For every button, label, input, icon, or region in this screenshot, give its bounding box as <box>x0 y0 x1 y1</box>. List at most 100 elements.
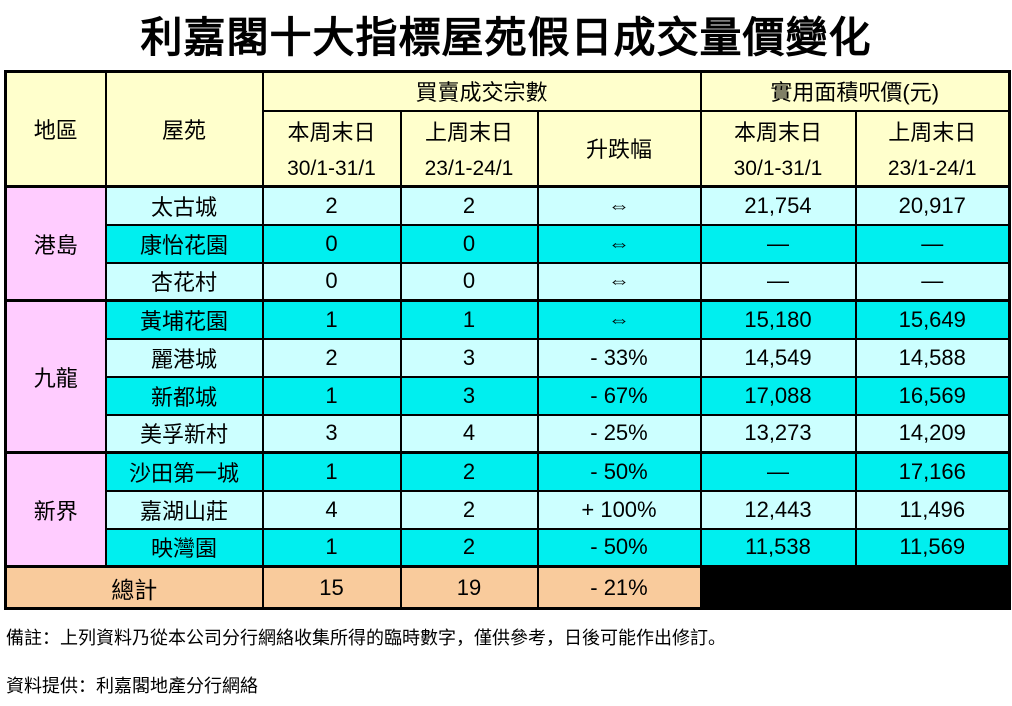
region-cell: 港島 <box>4 185 107 302</box>
deals-this-week: 3 <box>261 413 402 454</box>
estate-row: 麗港城 2 3- 33% 14,549 14,588 <box>6 337 1011 378</box>
deals-last-week: 0 <box>399 261 539 302</box>
price-this-week: 15,180 <box>699 299 857 340</box>
header-deals-last-week: 上周末日 23/1-24/1 <box>399 109 539 188</box>
header-price-this-week: 本周末日 30/1-31/1 <box>699 109 857 188</box>
deals-last-week: 3 <box>399 375 539 416</box>
estate-row: 九龍 黃埔花園 1 1 ⇔ 15,180 15,649 <box>4 299 1011 454</box>
price-this-week: 17,088 <box>699 375 857 416</box>
price-last-week: — <box>854 223 1011 264</box>
header-change: 升跌幅 <box>536 109 702 188</box>
deals-this-week: 0 <box>261 261 402 302</box>
estate-name: 沙田第一城 <box>104 451 264 492</box>
estate-name: 康怡花園 <box>104 223 264 264</box>
estate-row: 康怡花園 0 0 ⇔ — — <box>6 223 1011 264</box>
change-value: ⇔ <box>536 185 702 226</box>
total-price-blackout <box>699 565 1011 610</box>
change-value: ⇔ <box>536 299 702 340</box>
price-last-week: 11,569 <box>854 527 1011 568</box>
price-last-week: 15,649 <box>854 299 1011 340</box>
estate-name: 太古城 <box>104 185 264 226</box>
price-last-week: 14,588 <box>854 337 1011 378</box>
estate-name: 美孚新村 <box>104 413 264 454</box>
estate-row: 美孚新村 3 4- 25% 13,273 14,209 <box>6 413 1011 454</box>
price-this-week: 13,273 <box>699 413 857 454</box>
remark-note: 備註：上列資料乃從本公司分行網絡收集所得的臨時數字，僅供參考，日後可能作出修訂。 <box>6 628 726 648</box>
deals-this-week: 1 <box>261 375 402 416</box>
price-last-week: 11,496 <box>854 489 1011 530</box>
header-this-week-label: 本周末日 <box>733 120 822 146</box>
deals-this-week: 2 <box>261 185 402 226</box>
change-value: - 67% <box>536 375 702 416</box>
transactions-table: 地區 屋苑 買賣成交宗數 實用面積呎價(元) 本周末日 30/1-31/1 上周… <box>4 70 1011 610</box>
change-value: - 33% <box>536 337 702 378</box>
estate-row: 港島 太古城 2 2 ⇔ 21,754 20,917 <box>4 185 1011 302</box>
source-note: 資料提供：利嘉閣地產分行網絡 <box>6 676 258 696</box>
change-value: - 25% <box>536 413 702 454</box>
estate-name: 杏花村 <box>104 261 264 302</box>
header-last-week-dates: 23/1-24/1 <box>424 157 514 181</box>
deals-this-week: 0 <box>261 223 402 264</box>
deals-this-week: 1 <box>261 299 402 340</box>
total-label: 總計 <box>4 565 264 610</box>
deals-last-week: 0 <box>399 223 539 264</box>
region-cell: 九龍 <box>4 299 107 454</box>
change-value: - 50% <box>536 527 702 568</box>
total-row: 總計 15 19 - 21% <box>4 565 1011 610</box>
estate-name: 新都城 <box>104 375 264 416</box>
estate-row: 嘉湖山莊 4 2 + 100% 12,443 11,496 <box>6 489 1011 530</box>
estate-name: 麗港城 <box>104 337 264 378</box>
header-estate: 屋苑 <box>104 70 264 188</box>
change-value: ⇔ <box>536 223 702 264</box>
total-change: - 21% <box>536 565 702 610</box>
estate-name: 黃埔花園 <box>104 299 264 340</box>
change-value: - 50% <box>536 451 702 492</box>
deals-last-week: 1 <box>399 299 539 340</box>
deals-last-week: 2 <box>399 185 539 226</box>
estate-name: 映灣園 <box>104 527 264 568</box>
price-this-week: 21,754 <box>699 185 857 226</box>
header-last-week-dates: 23/1-24/1 <box>887 157 977 181</box>
deals-last-week: 3 <box>399 337 539 378</box>
table-header: 地區 屋苑 買賣成交宗數 實用面積呎價(元) 本周末日 30/1-31/1 上周… <box>4 70 1011 188</box>
page-title: 利嘉閣十大指標屋苑假日成交量價變化 <box>140 14 872 61</box>
estate-row: 新都城 1 3- 67% 17,088 16,569 <box>6 375 1011 416</box>
total-deals-this-week: 15 <box>261 565 402 610</box>
header-this-week-label: 本周末日 <box>287 120 376 146</box>
price-this-week: 14,549 <box>699 337 857 378</box>
price-last-week: — <box>854 261 1011 302</box>
deals-this-week: 2 <box>261 337 402 378</box>
footer-notes: 備註：上列資料乃從本公司分行網絡收集所得的臨時數字，僅供參考，日後可能作出修訂。… <box>6 624 1012 698</box>
deals-last-week: 2 <box>399 527 539 568</box>
deals-this-week: 1 <box>261 451 402 492</box>
header-this-week-dates: 30/1-31/1 <box>287 157 376 181</box>
table-body: 港島 太古城 2 2 ⇔ 21,754 20,917 康怡花園 0 0 ⇔ — — 杏花村 0 0 ⇔ — — 九龍黃… <box>4 185 1011 568</box>
header-last-week-label: 上周末日 <box>888 120 977 146</box>
header-price-group: 實用面積呎價(元) <box>699 70 1011 112</box>
change-value: ⇔ <box>536 261 702 302</box>
deals-this-week: 4 <box>261 489 402 530</box>
price-this-week: — <box>699 261 857 302</box>
header-region: 地區 <box>4 70 107 188</box>
header-sub-row: 本周末日 30/1-31/1 上周末日 23/1-24/1 升跌幅 本周末日 3… <box>6 109 1011 188</box>
estate-row: 杏花村 0 0 ⇔ — — <box>6 261 1011 302</box>
price-this-week: — <box>699 451 857 492</box>
estate-name: 嘉湖山莊 <box>104 489 264 530</box>
header-deals-group: 買賣成交宗數 <box>261 70 702 112</box>
price-this-week: — <box>699 223 857 264</box>
total-deals-last-week: 19 <box>399 565 539 610</box>
change-value: + 100% <box>536 489 702 530</box>
price-last-week: 17,166 <box>854 451 1011 492</box>
header-last-week-label: 上周末日 <box>424 120 513 146</box>
price-this-week: 11,538 <box>699 527 857 568</box>
header-group-row: 地區 屋苑 買賣成交宗數 實用面積呎價(元) <box>4 70 1011 188</box>
price-last-week: 14,209 <box>854 413 1011 454</box>
header-this-week-dates: 30/1-31/1 <box>733 157 823 181</box>
deals-last-week: 2 <box>399 451 539 492</box>
region-cell: 新界 <box>4 451 107 568</box>
estate-row: 新界 沙田第一城 1 2- 50% —17,166 <box>4 451 1011 568</box>
price-this-week: 12,443 <box>699 489 857 530</box>
deals-this-week: 1 <box>261 527 402 568</box>
header-deals-this-week: 本周末日 30/1-31/1 <box>261 109 402 188</box>
